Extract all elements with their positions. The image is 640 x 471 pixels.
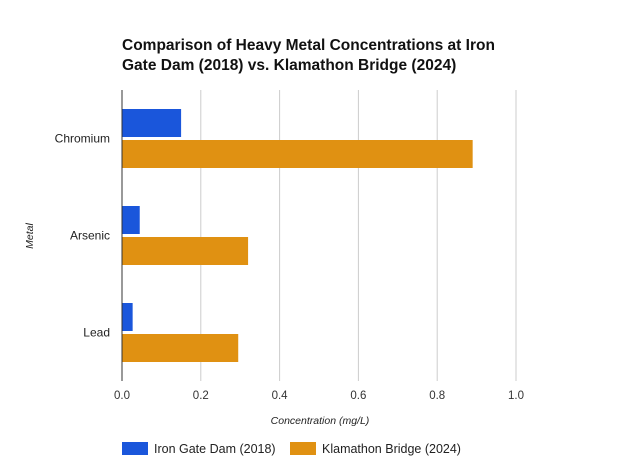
- y-axis-title: Metal: [24, 223, 36, 249]
- x-tick-label-3: 0.6: [350, 390, 366, 402]
- x-tick-label-1: 0.2: [193, 390, 209, 402]
- chart-title: Comparison of Heavy Metal Concentrations…: [122, 37, 495, 74]
- legend-label-0: Iron Gate Dam (2018): [154, 442, 276, 456]
- bar-chromium-series-1: [122, 140, 473, 168]
- x-tick-label-0: 0.0: [114, 390, 130, 402]
- bar-arsenic-series-0: [122, 206, 140, 234]
- bar-chromium-series-0: [122, 109, 182, 137]
- legend-swatch-0: [122, 442, 148, 455]
- x-axis-title: Concentration (mg/L): [271, 415, 370, 427]
- x-tick-label-4: 0.8: [429, 390, 445, 402]
- gridlines: [200, 90, 517, 381]
- bars: [122, 109, 473, 362]
- x-tick-label-5: 1.0: [508, 390, 524, 402]
- x-tick-label-2: 0.4: [272, 390, 289, 402]
- legend-swatch-1: [290, 442, 316, 455]
- chart-title-line-1: Comparison of Heavy Metal Concentrations…: [122, 37, 495, 54]
- chart-title-line-2: Gate Dam (2018) vs. Klamathon Bridge (20…: [122, 57, 456, 74]
- bar-arsenic-series-1: [122, 237, 249, 265]
- category-label-lead: Lead: [83, 326, 110, 340]
- legend-label-1: Klamathon Bridge (2024): [322, 442, 461, 456]
- category-label-arsenic: Arsenic: [70, 229, 110, 243]
- category-label-chromium: Chromium: [55, 132, 110, 146]
- legend: Iron Gate Dam (2018) Klamathon Bridge (20…: [122, 442, 461, 456]
- bar-lead-series-1: [122, 334, 239, 362]
- y-axis-categories: Chromium Arsenic Lead: [55, 132, 110, 340]
- x-axis-ticks: 0.0 0.2 0.4 0.6 0.8 1.0: [114, 390, 524, 402]
- bar-lead-series-0: [122, 303, 133, 331]
